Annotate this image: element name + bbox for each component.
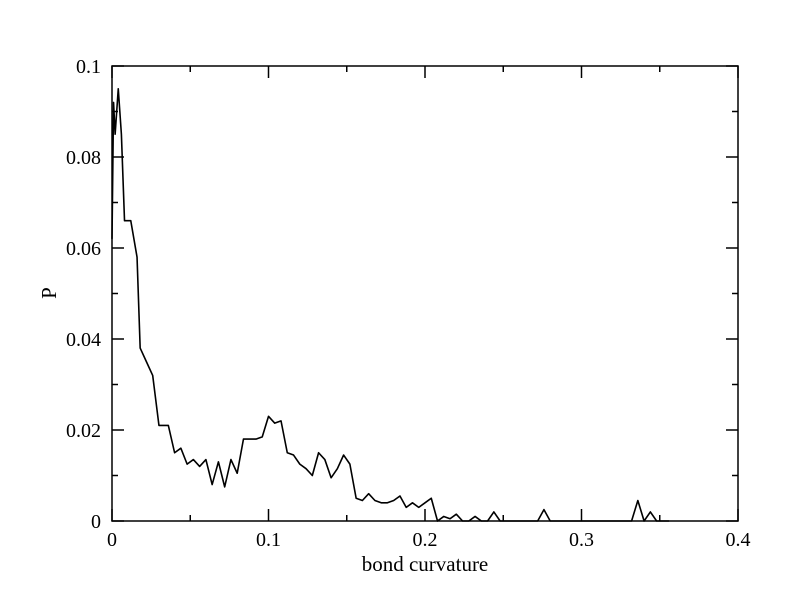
- y-axis-label: P: [37, 287, 61, 299]
- x-axis-label: bond curvature: [362, 552, 489, 576]
- ticks: [111, 65, 739, 522]
- x-tick-label: 0.1: [256, 529, 281, 551]
- x-tick-label: 0.3: [569, 529, 594, 551]
- series-line: [111, 87, 670, 522]
- y-tick-label: 0.04: [66, 329, 101, 351]
- tick-labels: 0 0.1 0.2 0.3 0.4 0 0.02 0.04 0.06 0.08 0.1: [66, 56, 751, 551]
- y-tick-label: 0.1: [76, 56, 101, 78]
- x-tick-label: 0: [107, 529, 117, 551]
- plot-frame: [111, 65, 739, 522]
- x-tick-label: 0.4: [726, 529, 751, 551]
- y-tick-label: 0.06: [66, 238, 101, 260]
- y-tick-label: 0.08: [66, 147, 101, 169]
- y-tick-label: 0: [91, 511, 101, 533]
- y-tick-label: 0.02: [66, 420, 101, 442]
- x-tick-label: 0.2: [413, 529, 438, 551]
